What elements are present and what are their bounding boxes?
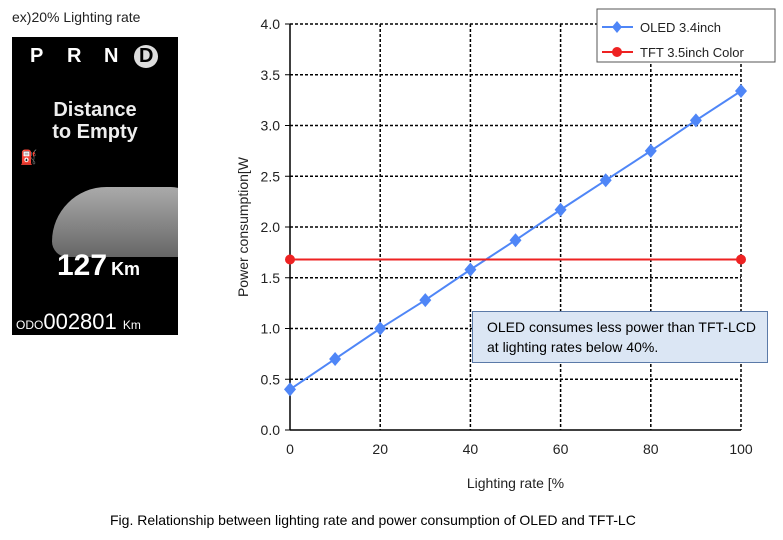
- dte-line1: Distance: [53, 99, 137, 121]
- data-point: [509, 233, 522, 248]
- legend-marker: [612, 47, 622, 57]
- panel-title: ex)20% Lighting rate: [12, 9, 141, 25]
- distance-unit: Km: [111, 259, 141, 279]
- figure-caption: Fig. Relationship between lighting rate …: [110, 512, 636, 528]
- y-tick-label: 2.5: [261, 168, 281, 184]
- distance-readout: 127 Km: [57, 249, 140, 283]
- y-axis-label: Power consumption[W: [235, 156, 251, 297]
- y-tick-label: 1.0: [261, 321, 281, 337]
- x-tick-label: 20: [372, 441, 388, 457]
- odometer: ODO002801 Km: [16, 309, 141, 335]
- instrument-cluster: P R N D Distance to Empty ⛽ 127 Km ODO0028…: [12, 37, 178, 335]
- y-tick-label: 3.5: [261, 67, 281, 83]
- legend-box: [596, 8, 776, 63]
- y-tick-label: 1.5: [261, 270, 281, 286]
- data-point: [599, 173, 612, 188]
- power-chart: 0.0 0.5 1.0 1.5 2.0 2.5 3.0 3.5 4.0 0 20 40 60 80 100 L…: [235, 8, 776, 491]
- legend-marker: [612, 21, 622, 33]
- data-point: [329, 351, 342, 366]
- distance-to-empty-label: Distance to Empty: [12, 99, 178, 143]
- y-tick-label: 3.0: [261, 118, 281, 134]
- data-point: [736, 254, 746, 265]
- data-point: [374, 321, 387, 336]
- fuel-icon: ⛽: [20, 149, 38, 165]
- data-point: [464, 262, 477, 277]
- data-point: [285, 254, 295, 265]
- x-tick-label: 100: [729, 441, 753, 457]
- y-tick-label: 4.0: [261, 16, 281, 32]
- gear-p: P: [30, 45, 44, 67]
- legend-label: OLED 3.4inch: [640, 20, 721, 35]
- y-tick-label: 2.0: [261, 219, 281, 235]
- data-point: [644, 143, 657, 158]
- legend-label: TFT 3.5inch Color: [640, 45, 744, 60]
- gear-n: N: [104, 45, 119, 67]
- y-tick-label: 0.5: [261, 371, 281, 387]
- distance-value: 127: [57, 249, 108, 282]
- x-tick-label: 80: [643, 441, 659, 457]
- dte-line2: to Empty: [52, 121, 138, 143]
- x-axis-label: Lighting rate [%: [467, 475, 564, 491]
- data-point: [419, 293, 432, 308]
- data-point: [735, 83, 747, 98]
- gear-d: D: [134, 45, 159, 68]
- annotation-box: OLED consumes less power than TFT-LCD at…: [472, 311, 768, 363]
- gear-r: R: [67, 45, 82, 67]
- x-tick-label: 0: [286, 441, 294, 457]
- odo-value: 002801: [43, 309, 117, 334]
- x-tick-label: 40: [463, 441, 479, 457]
- car-image: [52, 187, 178, 257]
- odo-label: ODO: [16, 318, 44, 332]
- y-tick-label: 0.0: [261, 422, 281, 438]
- x-tick-label: 60: [553, 441, 569, 457]
- data-point: [554, 202, 567, 217]
- odo-unit: Km: [122, 318, 141, 332]
- data-point: [689, 113, 702, 128]
- data-point: [284, 382, 296, 397]
